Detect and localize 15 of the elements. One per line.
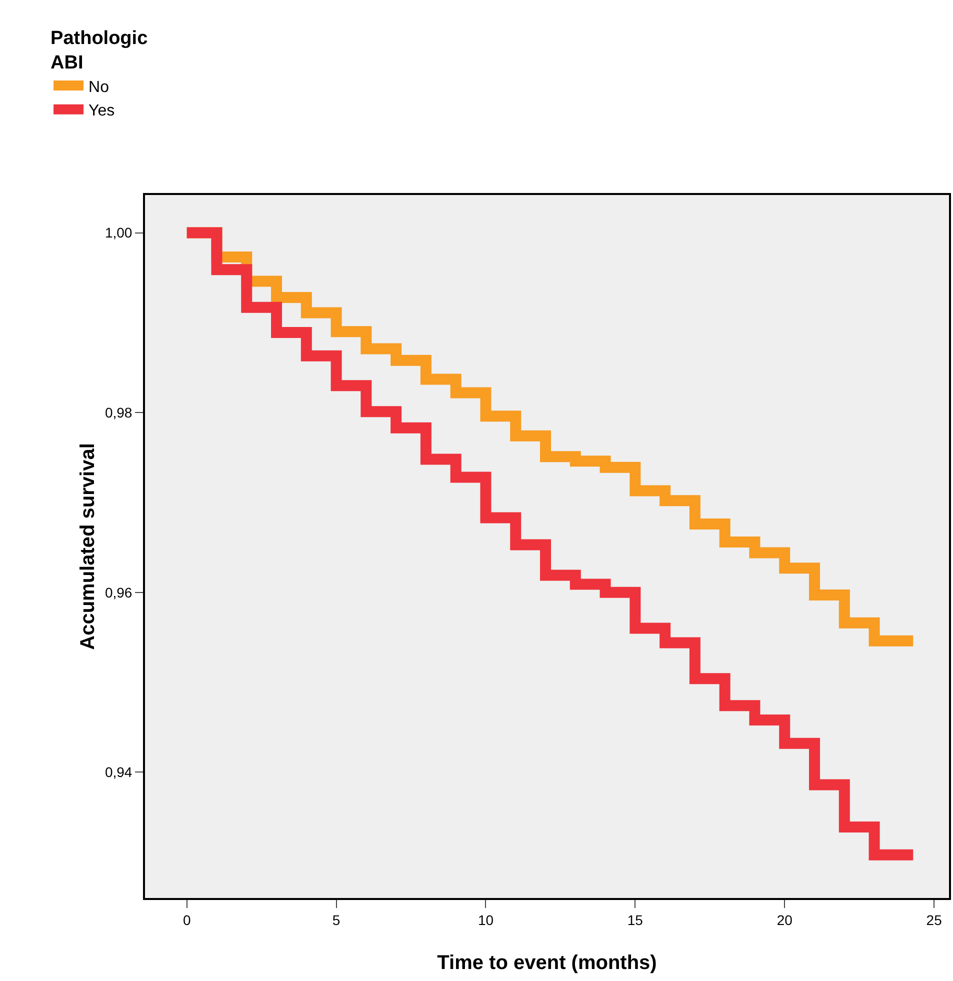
x-tick-label: 20 [776,912,793,928]
legend-label: No [88,78,110,96]
y-tick-label: 1,00 [104,224,132,241]
x-axis-title: Time to event (months) [437,952,657,974]
y-tick-label: 0,98 [104,404,132,420]
y-axis-title: Accumulated survival [77,443,99,650]
y-tick-label: 0,96 [104,584,132,600]
y-tick-label: 0,94 [104,764,132,780]
x-tick-label: 15 [627,912,644,928]
x-tick-label: 10 [478,912,494,928]
legend-title: Pathologic ABI [50,28,148,74]
x-tick-label: 0 [182,912,191,928]
x-tick-label: 5 [332,912,340,928]
x-tick-label: 25 [926,912,942,928]
legend-label: Yes [88,102,115,120]
